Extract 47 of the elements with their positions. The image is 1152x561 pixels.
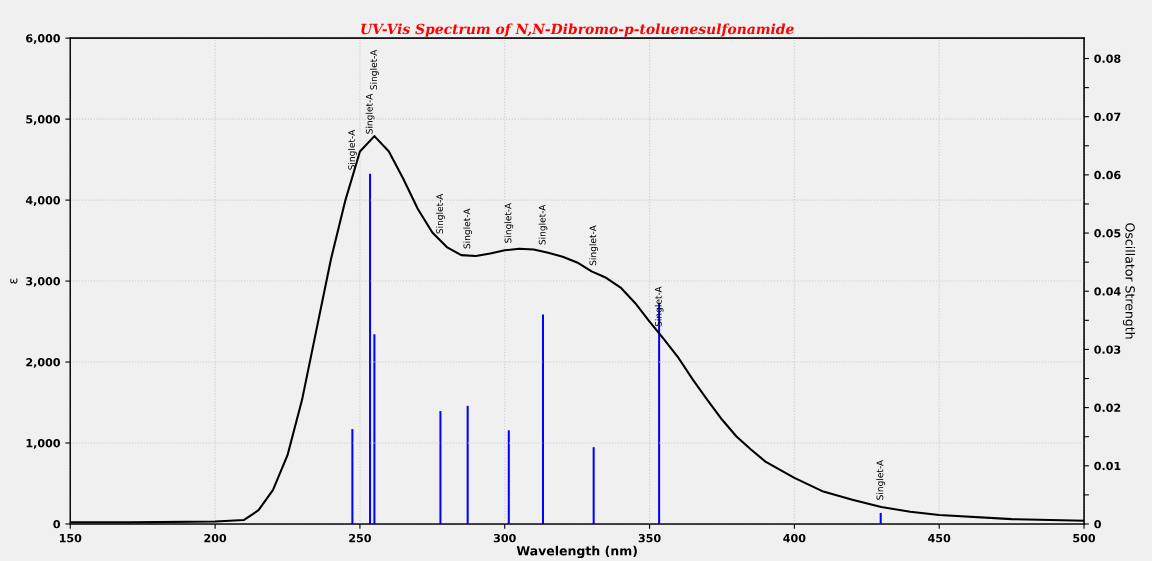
annotation: Singlet-A bbox=[436, 193, 445, 234]
bar bbox=[369, 173, 372, 524]
bar bbox=[541, 314, 544, 524]
y2-tick-label: 0.03 bbox=[1094, 345, 1121, 354]
bar bbox=[592, 447, 595, 524]
y2-tick-label: 0 bbox=[1094, 519, 1101, 529]
y-tick-label: 1,000 bbox=[26, 438, 61, 449]
y2-tick-label: 0.08 bbox=[1094, 54, 1121, 63]
y-tick-label: 5,000 bbox=[26, 115, 61, 125]
bar bbox=[351, 429, 354, 524]
y2-tick-label: 0.01 bbox=[1094, 461, 1121, 471]
annotation: Singlet-A bbox=[876, 459, 886, 500]
y2-axis-title: Oscillator Strength bbox=[1122, 223, 1136, 339]
x-tick-label: 500 bbox=[1073, 533, 1096, 543]
x-tick-label: 200 bbox=[204, 533, 227, 543]
y2-tick-label: 0.04 bbox=[1094, 287, 1121, 296]
annotation: Singlet-A bbox=[589, 225, 599, 266]
bar bbox=[466, 405, 469, 524]
x-tick-label: 150 bbox=[59, 533, 82, 543]
bar bbox=[439, 411, 442, 524]
annotation: Singlet-A bbox=[654, 286, 664, 327]
y2-tick-label: 0.07 bbox=[1094, 112, 1121, 122]
y-tick-label: 3,000 bbox=[26, 277, 61, 287]
annotation: Singlet-A bbox=[370, 49, 379, 90]
y-tick-label: 0 bbox=[53, 519, 61, 529]
x-tick-label: 300 bbox=[493, 533, 516, 543]
bar bbox=[507, 430, 510, 524]
annotation: Singlet-A bbox=[538, 204, 548, 245]
x-axis-title: Wavelength (nm) bbox=[516, 545, 637, 559]
y2-tick-label: 0.05 bbox=[1094, 229, 1121, 238]
chart-title: UV-Vis Spectrum of N,N-Dibromo-p-toluenesulfonamide bbox=[361, 23, 794, 37]
annotation: Singlet-A bbox=[348, 129, 357, 170]
y-axis-title: ε bbox=[10, 278, 18, 284]
annotation: Singlet-A bbox=[504, 202, 514, 243]
y-tick-label: 4,000 bbox=[25, 196, 61, 206]
annotation: Singlet-A bbox=[365, 93, 375, 134]
bar bbox=[373, 334, 376, 524]
annotation: Singlet-A bbox=[463, 208, 473, 249]
y-tick-label: 2,000 bbox=[26, 358, 61, 368]
x-tick-label: 450 bbox=[928, 533, 951, 543]
y2-tick-label: 0.02 bbox=[1094, 403, 1121, 412]
bar bbox=[879, 512, 882, 524]
x-tick-label: 350 bbox=[638, 533, 661, 543]
y-tick-label: 6,000 bbox=[26, 34, 61, 44]
x-tick-label: 400 bbox=[783, 533, 806, 543]
x-tick-label: 250 bbox=[349, 533, 371, 543]
y2-tick-label: 0.06 bbox=[1094, 170, 1121, 180]
